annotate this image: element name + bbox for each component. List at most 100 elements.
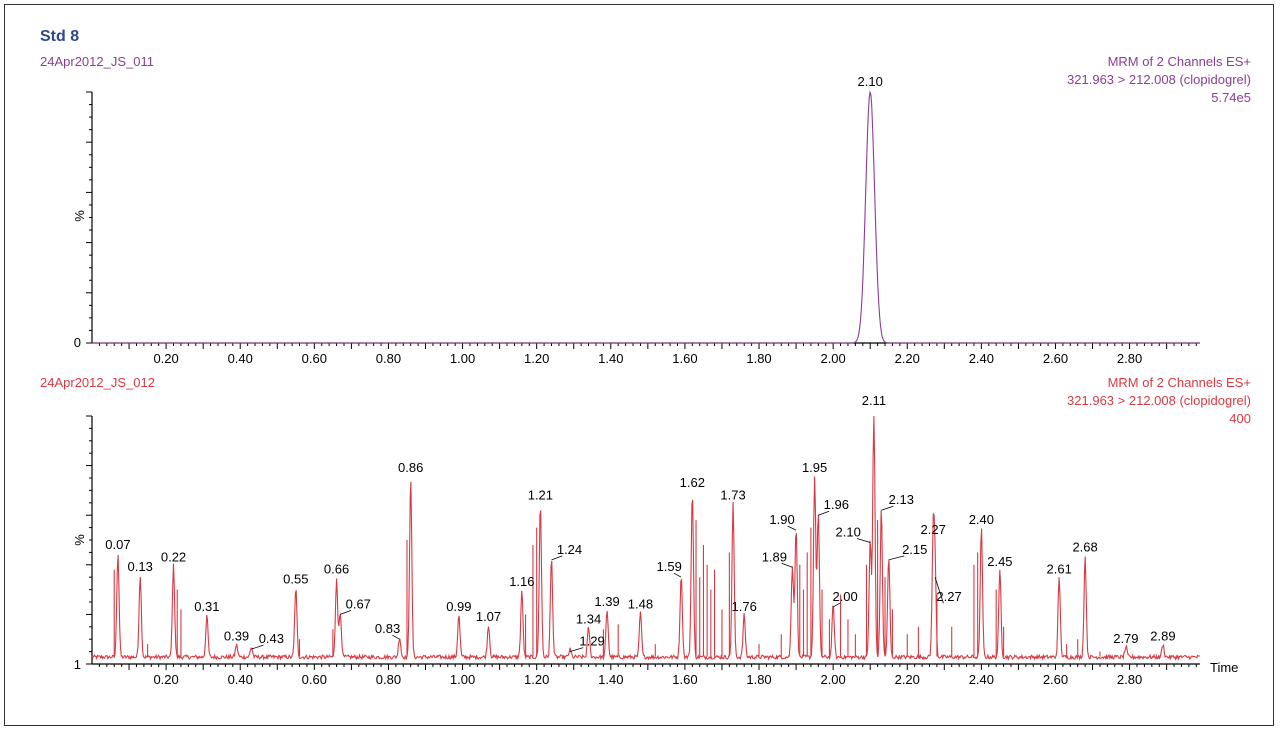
x-tick-label: 1.00 (450, 351, 475, 366)
x-tick-label: 2.00 (820, 351, 845, 366)
peak-label: 0.83 (375, 621, 400, 636)
x-tick-label: 0.20 (153, 351, 178, 366)
x-tick-label: 0.80 (376, 351, 401, 366)
peak-label: 2.61 (1047, 562, 1072, 577)
peak-label: 2.79 (1113, 631, 1138, 646)
peak-label: 1.48 (628, 596, 653, 611)
peak-label: 1.16 (509, 574, 534, 589)
peak-label: 0.22 (161, 549, 186, 564)
intensity-scale: 5.74e5 (1211, 90, 1251, 105)
y-zero-label: 0 (74, 335, 81, 350)
x-tick-label: 0.40 (228, 672, 253, 687)
peak-label: 2.45 (987, 554, 1012, 569)
peak-label-leader (251, 644, 264, 650)
peak-label: 1.90 (769, 512, 794, 527)
trace (91, 415, 1200, 662)
figure-title: Std 8 (40, 28, 79, 45)
peak-label: 1.07 (476, 609, 501, 624)
peak-labels: 0.07 0.13 0.22 0.31 0.39 0.43 0.55 0.66 0.67 0.83… (105, 393, 1176, 652)
peak-label: 2.00 (832, 589, 857, 604)
peak-label: 1.34 (576, 611, 601, 626)
peak-label-leader (818, 510, 830, 516)
peak-label-leader (832, 602, 841, 608)
peak-label: 2.13 (889, 492, 914, 507)
x-tick-label: 2.80 (1117, 672, 1142, 687)
x-tick-label: 1.00 (450, 672, 475, 687)
peak-label: 0.07 (105, 537, 130, 552)
peak-label-leader (673, 572, 682, 578)
x-tick-label: 0.80 (376, 672, 401, 687)
x-tick-label: 1.60 (672, 672, 697, 687)
x-tick-label: 2.80 (1117, 351, 1142, 366)
peak-label: 2.40 (969, 512, 994, 527)
peak-label: 2.10 (858, 74, 883, 89)
peak-label: 1.76 (732, 599, 757, 614)
peak-label: 2.89 (1150, 629, 1175, 644)
peak-label: 0.39 (224, 629, 249, 644)
peak-label: 1.95 (802, 460, 827, 475)
x-tick-label: 0.40 (228, 351, 253, 366)
x-tick-label: 2.40 (969, 672, 994, 687)
peak-label-leader (856, 538, 871, 543)
transition-label: 321.963 > 212.008 (clopidogrel) (1067, 393, 1251, 408)
y-axis-label: % (72, 534, 87, 546)
peak-label: 2.27 (936, 589, 961, 604)
chromatogram-panel-bottom: 24Apr2012_JS_012 MRM of 2 Channels ES+ 3… (40, 375, 1251, 687)
x-tick-label: 1.60 (672, 351, 697, 366)
x-axis-label: Time (1210, 660, 1238, 675)
figure-frame (4, 4, 1274, 726)
chromatogram-trace (91, 415, 1200, 662)
x-tick-label: 1.20 (524, 351, 549, 366)
x-axis: 0.20 0.40 0.60 0.80 1.00 1.20 1.40 1.60 1.80 2.00… (92, 663, 1200, 687)
peak-label-leader (551, 555, 563, 561)
peak-label: 2.27 (921, 522, 946, 537)
chromatogram-trace (92, 90, 1200, 344)
peak-label: 0.86 (398, 460, 423, 475)
sample-name: 24Apr2012_JS_011 (40, 54, 154, 69)
peak-label: 1.73 (720, 487, 745, 502)
peak-label-leader (881, 505, 894, 511)
peak-label: 1.39 (594, 594, 619, 609)
peak-label: 2.10 (836, 524, 861, 539)
x-tick-label: 0.60 (302, 351, 327, 366)
transition-label: 321.963 > 212.008 (clopidogrel) (1067, 72, 1251, 87)
peak-label-leader (888, 555, 905, 561)
peak-label: 0.55 (283, 572, 308, 587)
peak-label: 1.21 (528, 487, 553, 502)
y-axis (86, 415, 93, 665)
peak-label: 2.11 (862, 393, 886, 408)
peak-label-leader (934, 577, 944, 604)
peak-label: 1.24 (557, 542, 582, 557)
x-tick-label: 1.40 (598, 351, 623, 366)
x-tick-label: 2.40 (969, 351, 994, 366)
x-tick-label: 2.20 (895, 672, 920, 687)
peak-label-leader (569, 647, 584, 652)
peak-label: 1.62 (680, 475, 705, 490)
peak-label: 0.31 (194, 599, 219, 614)
x-tick-label: 2.60 (1043, 672, 1068, 687)
peak-label: 2.15 (902, 542, 927, 557)
peak-label: 1.89 (762, 549, 787, 564)
y-axis (86, 91, 93, 344)
x-tick-label: 1.40 (598, 672, 623, 687)
sample-name: 24Apr2012_JS_012 (40, 375, 155, 390)
peak-label: 0.99 (446, 599, 471, 614)
peak-label-leader (781, 562, 793, 568)
peak-label: 0.43 (259, 631, 284, 646)
peak-label: 2.68 (1072, 539, 1097, 554)
x-axis: 0.20 0.40 0.60 0.80 1.00 1.20 1.40 1.60 1.80 2.00… (92, 342, 1200, 366)
x-tick-label: 0.60 (302, 672, 327, 687)
x-tick-label: 2.20 (895, 351, 920, 366)
peak-label: 1.59 (657, 559, 682, 574)
x-tick-label: 2.60 (1043, 351, 1068, 366)
y-zero-label: 1 (74, 657, 81, 672)
trace (92, 90, 1200, 344)
peak-label: 1.29 (579, 634, 604, 649)
peak-label: 1.96 (824, 497, 849, 512)
x-tick-label: 2.00 (820, 672, 845, 687)
x-tick-label: 1.20 (524, 672, 549, 687)
x-tick-label: 1.80 (746, 351, 771, 366)
x-tick-label: 0.20 (153, 672, 178, 687)
y-axis-label: % (72, 210, 87, 222)
